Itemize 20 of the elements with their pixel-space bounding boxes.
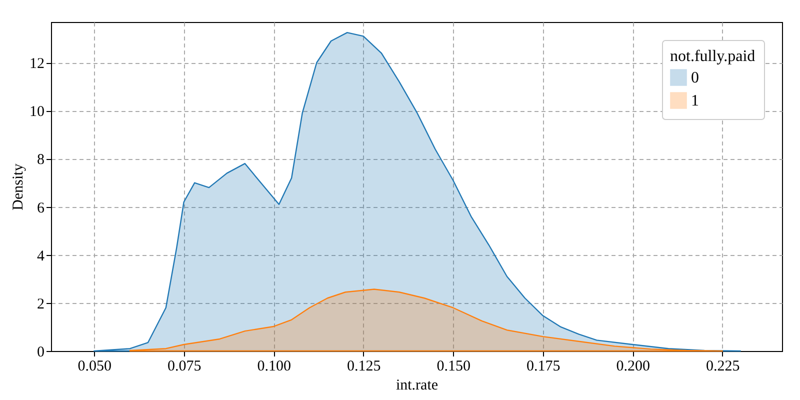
y-tick-label: 0 xyxy=(37,344,44,360)
y-tick-label: 8 xyxy=(37,152,44,168)
x-axis-title: int.rate xyxy=(396,378,438,394)
legend-title: not.fully.paid xyxy=(670,48,756,65)
y-tick-label: 2 xyxy=(37,296,44,312)
x-tick-label: 0.125 xyxy=(346,358,381,374)
x-tick-label: 0.175 xyxy=(526,358,560,374)
y-tick-label: 4 xyxy=(37,248,45,264)
x-tick-label: 0.075 xyxy=(167,358,202,374)
x-tick-label: 0.225 xyxy=(706,358,740,374)
x-tick-label: 0.100 xyxy=(257,358,291,374)
legend-label: 0 xyxy=(691,70,699,86)
legend-label: 1 xyxy=(691,92,699,110)
x-tick-label: 0.050 xyxy=(78,358,112,374)
x-tick-label: 0.200 xyxy=(616,358,650,374)
y-tick-label: 12 xyxy=(30,56,44,72)
y-axis-title: Density xyxy=(10,163,26,210)
x-tick-label: 0.150 xyxy=(436,358,470,374)
y-tick-label: 6 xyxy=(37,200,45,216)
y-tick-label: 10 xyxy=(30,104,44,120)
